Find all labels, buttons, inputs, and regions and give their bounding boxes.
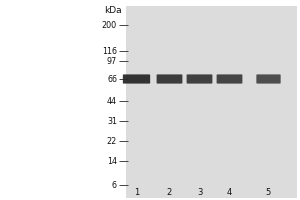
Text: 116: 116 bbox=[102, 46, 117, 55]
Text: 1: 1 bbox=[134, 188, 139, 197]
Bar bbox=[126, 6, 297, 198]
FancyBboxPatch shape bbox=[256, 74, 281, 84]
Text: 66: 66 bbox=[107, 74, 117, 84]
Text: 14: 14 bbox=[107, 156, 117, 166]
FancyBboxPatch shape bbox=[217, 74, 242, 84]
Text: 6: 6 bbox=[112, 180, 117, 190]
Text: 97: 97 bbox=[107, 56, 117, 66]
Text: 44: 44 bbox=[107, 97, 117, 106]
FancyBboxPatch shape bbox=[123, 74, 150, 84]
Text: kDa: kDa bbox=[104, 6, 122, 15]
Text: 5: 5 bbox=[266, 188, 271, 197]
FancyBboxPatch shape bbox=[187, 74, 212, 84]
Text: 22: 22 bbox=[107, 136, 117, 146]
Text: 4: 4 bbox=[227, 188, 232, 197]
Text: 2: 2 bbox=[167, 188, 172, 197]
Text: 31: 31 bbox=[107, 116, 117, 126]
FancyBboxPatch shape bbox=[157, 74, 182, 84]
Text: 200: 200 bbox=[102, 21, 117, 29]
Text: 3: 3 bbox=[197, 188, 202, 197]
